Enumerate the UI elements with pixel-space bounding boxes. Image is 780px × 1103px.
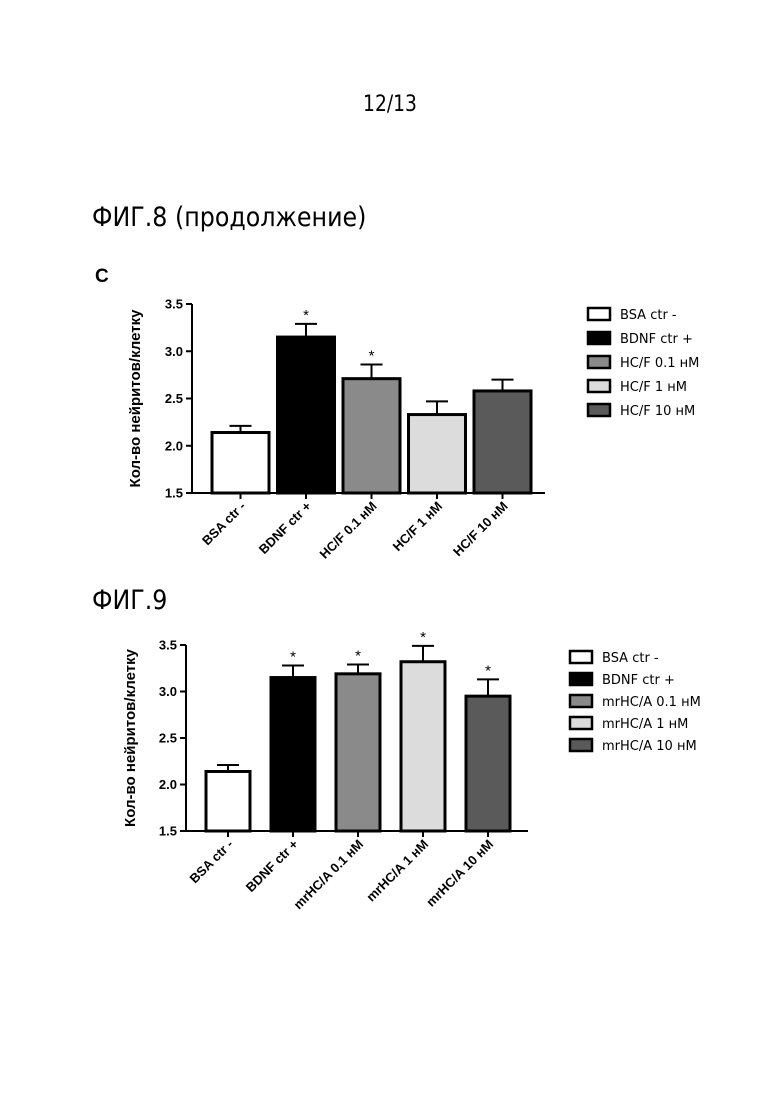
figure-9-bar-chart: ****1.52.02.53.03.5BSA ctr -BDNF ctr +mr… bbox=[0, 630, 780, 940]
bar-2 bbox=[343, 379, 400, 493]
panel-label-c: C bbox=[95, 266, 109, 288]
x-category-label-3: mrHC/A 1 нМ bbox=[363, 837, 431, 905]
bar-2 bbox=[336, 674, 380, 831]
bar-3 bbox=[401, 662, 445, 831]
bar-3 bbox=[409, 415, 466, 493]
y-tick-label-4: 3.5 bbox=[165, 297, 183, 312]
legend-label-4: mrHC/A 10 нМ bbox=[602, 739, 697, 754]
x-category-label-0: BSA ctr - bbox=[199, 499, 249, 549]
y-axis-label: Кол-во нейритов/клетку bbox=[122, 648, 139, 827]
significance-star-2: * bbox=[355, 648, 361, 665]
legend-label-3: HC/F 1 нМ bbox=[620, 380, 687, 395]
significance-star-2: * bbox=[369, 347, 375, 364]
legend-swatch-2 bbox=[588, 356, 610, 368]
legend-swatch-1 bbox=[588, 332, 610, 344]
legend-label-2: mrHC/A 0.1 нМ bbox=[602, 695, 701, 710]
significance-star-1: * bbox=[290, 648, 296, 665]
y-tick-label-1: 2.0 bbox=[165, 438, 183, 453]
figure-8-title: ФИГ.8 (продолжение) bbox=[92, 202, 366, 233]
legend-swatch-3 bbox=[588, 380, 610, 392]
bar-4 bbox=[474, 391, 531, 493]
legend-label-0: BSA ctr - bbox=[620, 308, 677, 323]
x-category-label-1: BDNF ctr + bbox=[243, 836, 302, 895]
legend-swatch-3 bbox=[570, 717, 592, 729]
legend-label-2: HC/F 0.1 нМ bbox=[620, 356, 699, 371]
y-tick-label-3: 3.0 bbox=[159, 684, 177, 699]
y-tick-label-2: 2.5 bbox=[165, 391, 183, 406]
y-axis-label: Кол-во нейритов/клетку bbox=[127, 309, 144, 488]
y-tick-label-3: 3.0 bbox=[165, 344, 183, 359]
significance-star-1: * bbox=[303, 307, 309, 324]
bar-0 bbox=[206, 771, 250, 831]
bar-1 bbox=[278, 337, 335, 493]
x-category-label-0: BSA ctr - bbox=[187, 837, 237, 887]
bar-4 bbox=[466, 696, 510, 831]
legend-label-0: BSA ctr - bbox=[602, 651, 659, 666]
y-tick-label-2: 2.5 bbox=[159, 731, 177, 746]
x-category-label-3: HC/F 1 нМ bbox=[390, 499, 445, 554]
legend-swatch-0 bbox=[570, 651, 592, 663]
x-category-label-1: BDNF ctr + bbox=[256, 498, 315, 557]
legend-swatch-0 bbox=[588, 308, 610, 320]
figure-9-title: ФИГ.9 bbox=[92, 585, 167, 616]
legend-label-1: BDNF ctr + bbox=[620, 332, 693, 347]
x-category-label-4: mrHC/A 10 нМ bbox=[423, 837, 496, 910]
bar-0 bbox=[212, 433, 269, 493]
y-tick-label-1: 2.0 bbox=[159, 777, 177, 792]
significance-star-3: * bbox=[420, 629, 426, 646]
y-tick-label-0: 1.5 bbox=[165, 486, 183, 501]
legend-swatch-4 bbox=[588, 404, 610, 416]
x-category-label-2: mrHC/A 0.1 нМ bbox=[291, 837, 367, 913]
x-category-label-4: HC/F 10 нМ bbox=[450, 499, 511, 560]
bar-1 bbox=[271, 678, 315, 831]
legend-label-4: HC/F 10 нМ bbox=[620, 404, 695, 419]
y-tick-label-0: 1.5 bbox=[159, 824, 177, 839]
legend-swatch-4 bbox=[570, 739, 592, 751]
figure-8c-bar-chart: **1.52.02.53.03.5BSA ctr -BDNF ctr +HC/F… bbox=[0, 290, 780, 590]
legend-label-1: BDNF ctr + bbox=[602, 673, 675, 688]
legend-swatch-1 bbox=[570, 673, 592, 685]
legend-swatch-2 bbox=[570, 695, 592, 707]
y-tick-label-4: 3.5 bbox=[159, 638, 177, 653]
significance-star-4: * bbox=[485, 662, 491, 679]
legend-label-3: mrHC/A 1 нМ bbox=[602, 717, 688, 732]
page-number: 12/13 bbox=[59, 92, 722, 117]
x-category-label-2: HC/F 0.1 нМ bbox=[316, 499, 379, 562]
